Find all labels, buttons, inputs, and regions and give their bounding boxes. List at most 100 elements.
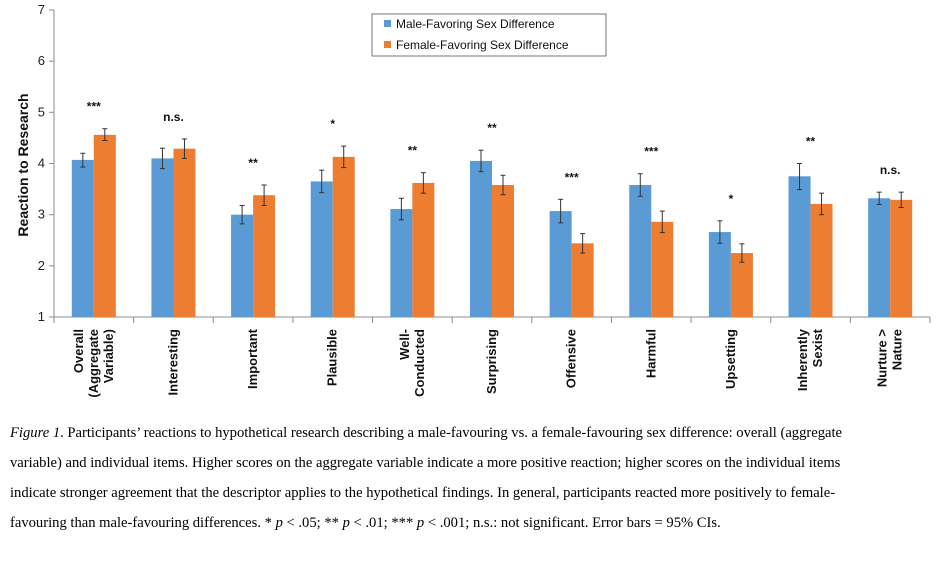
category-label: Harmful xyxy=(643,329,658,378)
category-labels: Overall (Aggregate Variable) Interesting Imp… xyxy=(71,328,905,397)
caption-line-4-a: favouring than male-favouring difference… xyxy=(10,515,276,531)
bar-male xyxy=(868,198,891,317)
error-bar xyxy=(420,172,426,194)
significance-label: ** xyxy=(487,121,497,135)
y-tick-label: 1 xyxy=(38,309,45,324)
category-label-line: Surprising xyxy=(484,329,499,394)
caption-p-1: p xyxy=(275,515,283,531)
category-label: Surprising xyxy=(484,329,499,394)
error-bar xyxy=(739,243,745,263)
y-axis: 1 2 3 4 5 6 7 xyxy=(38,2,931,324)
category-label-line: Nature xyxy=(890,329,905,370)
significance-labels: ***n.s.****************n.s. xyxy=(87,100,901,206)
category-label: Overall (Aggregate Variable) xyxy=(71,329,116,398)
category-label-line: Inherently xyxy=(795,328,810,391)
bar-female xyxy=(93,134,116,317)
legend-swatch-female xyxy=(384,41,391,48)
category-label-line: Interesting xyxy=(165,329,180,396)
category-label: Plausible xyxy=(325,329,340,386)
error-bar xyxy=(398,197,404,221)
caption-line-4-b: < .05; ** xyxy=(282,515,343,531)
y-tick-label: 6 xyxy=(38,53,45,68)
bars xyxy=(71,134,913,317)
error-bar xyxy=(797,163,803,191)
error-bar xyxy=(659,210,665,234)
error-bar xyxy=(478,149,484,173)
bar-female xyxy=(332,156,355,317)
error-bar xyxy=(319,169,325,194)
y-tick-label: 7 xyxy=(38,2,45,17)
y-axis-label: Reaction to Research xyxy=(15,93,31,236)
significance-label: n.s. xyxy=(163,110,184,124)
caption-figure-label: Figure 1 xyxy=(10,425,61,441)
error-bar xyxy=(876,191,882,205)
y-tick-label: 3 xyxy=(38,207,45,222)
category-label-line: Variable) xyxy=(101,329,116,383)
caption-line-4: favouring than male-favouring difference… xyxy=(10,508,928,538)
significance-label: * xyxy=(729,192,734,206)
category-label-line: Plausible xyxy=(325,329,340,386)
bar-male xyxy=(71,159,94,317)
category-label-line: Nurture > xyxy=(875,329,890,388)
category-label: Important xyxy=(245,328,260,389)
bar-female xyxy=(571,243,594,317)
y-tick-label: 2 xyxy=(38,258,45,273)
category-label-line: (Aggregate xyxy=(86,329,101,398)
bar-female xyxy=(412,182,435,317)
error-bar xyxy=(558,198,564,224)
significance-label: * xyxy=(330,117,335,131)
error-bar xyxy=(500,174,506,196)
category-label-line: Important xyxy=(245,328,260,389)
category-label-line: Upsetting xyxy=(723,329,738,389)
error-bar xyxy=(819,192,825,216)
category-label-line: Sexist xyxy=(810,328,825,367)
category-label: Inherently Sexist xyxy=(795,328,825,391)
caption-p-3: p xyxy=(416,515,425,531)
legend-label-female: Female-Favoring Sex Difference xyxy=(396,38,569,52)
legend-swatch-male xyxy=(384,20,391,27)
bar-female xyxy=(810,203,833,317)
bar-female xyxy=(730,253,753,317)
category-label: Well- Conducted xyxy=(397,329,427,397)
caption-line-2: variable) and individual items. Higher s… xyxy=(10,455,841,471)
error-bar xyxy=(102,128,108,141)
y-tick-label: 5 xyxy=(38,104,45,119)
significance-label: *** xyxy=(565,170,579,184)
bar-male xyxy=(151,158,174,317)
error-bar xyxy=(637,173,643,197)
caption-line-4-d: < .001; n.s.: not significant. Error bar… xyxy=(424,515,721,531)
legend: Male-Favoring Sex Difference Female-Favo… xyxy=(371,13,607,57)
bar-male xyxy=(231,214,254,317)
caption-p-2: p xyxy=(342,515,350,531)
bar-female xyxy=(492,184,514,317)
error-bar xyxy=(159,147,165,170)
bar-female xyxy=(253,195,276,317)
category-label: Upsetting xyxy=(723,329,738,389)
bar-female xyxy=(651,221,674,317)
category-label-line: Well- xyxy=(397,329,412,360)
legend-box xyxy=(371,13,607,57)
caption-line-1: Figure 1. Participants’ reactions to hyp… xyxy=(10,418,928,448)
significance-label: *** xyxy=(87,100,101,114)
error-bars xyxy=(80,128,904,263)
category-label: Offensive xyxy=(564,329,579,388)
bar-female xyxy=(890,199,913,317)
significance-label: *** xyxy=(644,145,658,159)
y-tick-label: 4 xyxy=(38,156,45,171)
error-bar xyxy=(580,233,586,254)
error-bar xyxy=(717,220,723,244)
significance-label: ** xyxy=(806,135,816,149)
significance-label: ** xyxy=(248,156,258,170)
category-label: Nurture > Nature xyxy=(875,329,905,388)
figure-caption: Figure 1. Participants’ reactions to hyp… xyxy=(10,418,928,538)
bar-male xyxy=(470,160,492,317)
error-bar xyxy=(261,184,267,206)
caption-line-4-c: < .01; *** xyxy=(349,515,417,531)
bar-male xyxy=(390,209,413,317)
category-label-line: Offensive xyxy=(564,329,579,388)
caption-line-3: indicate stronger agreement that the des… xyxy=(10,485,836,501)
category-label-line: Conducted xyxy=(412,329,427,397)
error-bar xyxy=(181,138,187,159)
category-label-line: Harmful xyxy=(643,329,658,378)
bar-male xyxy=(708,232,731,317)
